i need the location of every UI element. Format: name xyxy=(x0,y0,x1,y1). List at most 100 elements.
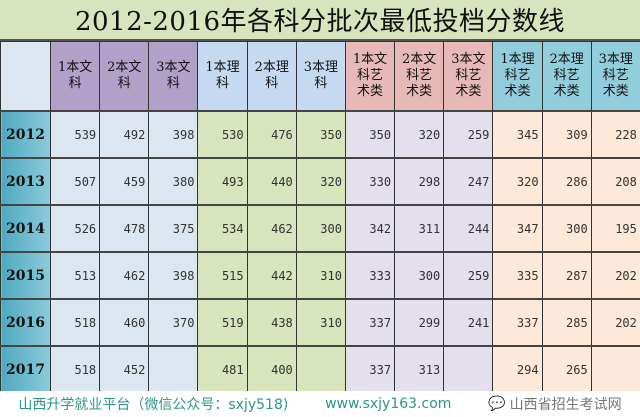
score-cell: 202 xyxy=(590,298,640,347)
score-cell: 310 xyxy=(295,298,346,347)
score-cell: 310 xyxy=(295,251,346,300)
score-cell: 462 xyxy=(246,204,297,253)
page-title: 2012-2016年各科分批次最低投档分数线 xyxy=(0,0,640,41)
score-cell: 452 xyxy=(99,345,150,393)
year-cell: 2016 xyxy=(0,298,51,347)
table-row: 2017 518 452 481 400 337 313 294 265 xyxy=(0,345,640,393)
column-header: 2本文科 xyxy=(99,41,150,112)
score-cell: 286 xyxy=(541,157,592,206)
score-cell: 313 xyxy=(394,345,445,393)
table-row: 2014 526 478 375 534 462 300 342 311 244 347 300 195 xyxy=(0,204,640,253)
score-cell: 438 xyxy=(246,298,297,347)
year-cell: 2012 xyxy=(0,110,51,159)
score-cell: 442 xyxy=(246,251,297,300)
score-cell: 299 xyxy=(394,298,445,347)
score-cell: 460 xyxy=(99,298,150,347)
score-cell: 311 xyxy=(394,204,445,253)
score-cell xyxy=(590,345,640,393)
column-header: 1本文科 xyxy=(49,41,101,112)
year-cell: 2017 xyxy=(0,345,51,393)
score-cell: 265 xyxy=(541,345,592,393)
watermark-url: www.sxjy163.com xyxy=(325,396,452,412)
header-row: 1本文科 2本文科 3本文科 1本理科 2本理科 3本理科 1本文科艺术类 2本文科艺术类 3本… xyxy=(0,41,640,112)
column-header: 3本理科 xyxy=(295,41,346,112)
table-row: 2012 539 492 398 530 476 350 350 320 259 345 309 228 xyxy=(0,110,640,159)
score-cell: 400 xyxy=(246,345,297,393)
score-cell: 335 xyxy=(492,251,543,300)
score-cell: 285 xyxy=(541,298,592,347)
score-cell: 481 xyxy=(197,345,248,393)
score-cell: 259 xyxy=(443,251,494,300)
score-cell: 300 xyxy=(541,204,592,253)
column-header: 2本理科艺术类 xyxy=(541,41,592,112)
score-cell: 330 xyxy=(344,157,396,206)
column-header: 2本文科艺术类 xyxy=(394,41,445,112)
score-cell: 320 xyxy=(492,157,543,206)
score-cell: 350 xyxy=(344,110,396,159)
year-cell: 2015 xyxy=(0,251,51,300)
score-cell: 518 xyxy=(49,298,101,347)
score-cell: 309 xyxy=(541,110,592,159)
score-cell: 345 xyxy=(492,110,543,159)
score-cell: 534 xyxy=(197,204,248,253)
table-row: 2015 513 462 398 515 442 310 333 300 259 335 287 202 xyxy=(0,251,640,300)
score-cell: 350 xyxy=(295,110,346,159)
score-cell: 287 xyxy=(541,251,592,300)
score-cell: 320 xyxy=(295,157,346,206)
column-header: 1本文科艺术类 xyxy=(344,41,396,112)
corner-cell xyxy=(0,41,51,112)
column-header: 3本文科艺术类 xyxy=(443,41,494,112)
table-row: 2013 507 459 380 493 440 320 330 298 247 320 286 208 xyxy=(0,157,640,206)
column-header: 1本理科 xyxy=(197,41,248,112)
score-cell xyxy=(148,345,199,393)
column-header: 3本文科 xyxy=(148,41,199,112)
score-cell: 530 xyxy=(197,110,248,159)
year-cell: 2014 xyxy=(0,204,51,253)
wechat-watermark: 💬 山西省招生考试网 xyxy=(488,394,621,414)
score-cell: 440 xyxy=(246,157,297,206)
score-cell: 507 xyxy=(49,157,101,206)
score-cell: 202 xyxy=(590,251,640,300)
score-cell: 519 xyxy=(197,298,248,347)
wechat-watermark-text: 山西省招生考试网 xyxy=(509,397,622,413)
score-cell: 337 xyxy=(344,345,396,393)
score-table: 1本文科 2本文科 3本文科 1本理科 2本理科 3本理科 1本文科艺术类 2本文科艺术类 3本… xyxy=(0,41,640,393)
watermark-strip: 山西升学就业平台（微信公众号：sxjy518) www.sxjy163.com … xyxy=(0,391,640,417)
column-header: 1本理科艺术类 xyxy=(492,41,543,112)
score-cell: 518 xyxy=(49,345,101,393)
score-cell: 476 xyxy=(246,110,297,159)
score-cell: 398 xyxy=(148,251,199,300)
wechat-icon: 💬 xyxy=(488,396,506,412)
score-cell: 244 xyxy=(443,204,494,253)
score-cell: 539 xyxy=(49,110,101,159)
score-cell: 241 xyxy=(443,298,494,347)
score-cell: 228 xyxy=(590,110,640,159)
score-cell: 462 xyxy=(99,251,150,300)
score-cell: 513 xyxy=(49,251,101,300)
score-cell: 380 xyxy=(148,157,199,206)
score-cell: 493 xyxy=(197,157,248,206)
score-cell: 342 xyxy=(344,204,396,253)
watermark-text: 山西升学就业平台（微信公众号：sxjy518) xyxy=(18,397,289,413)
score-cell: 294 xyxy=(492,345,543,393)
score-cell: 300 xyxy=(295,204,346,253)
score-cell: 398 xyxy=(148,110,199,159)
score-cell: 370 xyxy=(148,298,199,347)
score-cell: 320 xyxy=(394,110,445,159)
column-header: 2本理科 xyxy=(246,41,297,112)
score-cell: 333 xyxy=(344,251,396,300)
score-cell: 300 xyxy=(394,251,445,300)
score-cell xyxy=(443,345,494,393)
score-cell: 347 xyxy=(492,204,543,253)
table-row: 2016 518 460 370 519 438 310 337 299 241 337 285 202 xyxy=(0,298,640,347)
year-cell: 2013 xyxy=(0,157,51,206)
score-cell: 515 xyxy=(197,251,248,300)
score-cell: 337 xyxy=(492,298,543,347)
score-cell: 526 xyxy=(49,204,101,253)
score-cell: 195 xyxy=(590,204,640,253)
score-cell: 375 xyxy=(148,204,199,253)
score-cell: 337 xyxy=(344,298,396,347)
score-cell: 208 xyxy=(590,157,640,206)
score-cell: 247 xyxy=(443,157,494,206)
score-cell: 478 xyxy=(99,204,150,253)
